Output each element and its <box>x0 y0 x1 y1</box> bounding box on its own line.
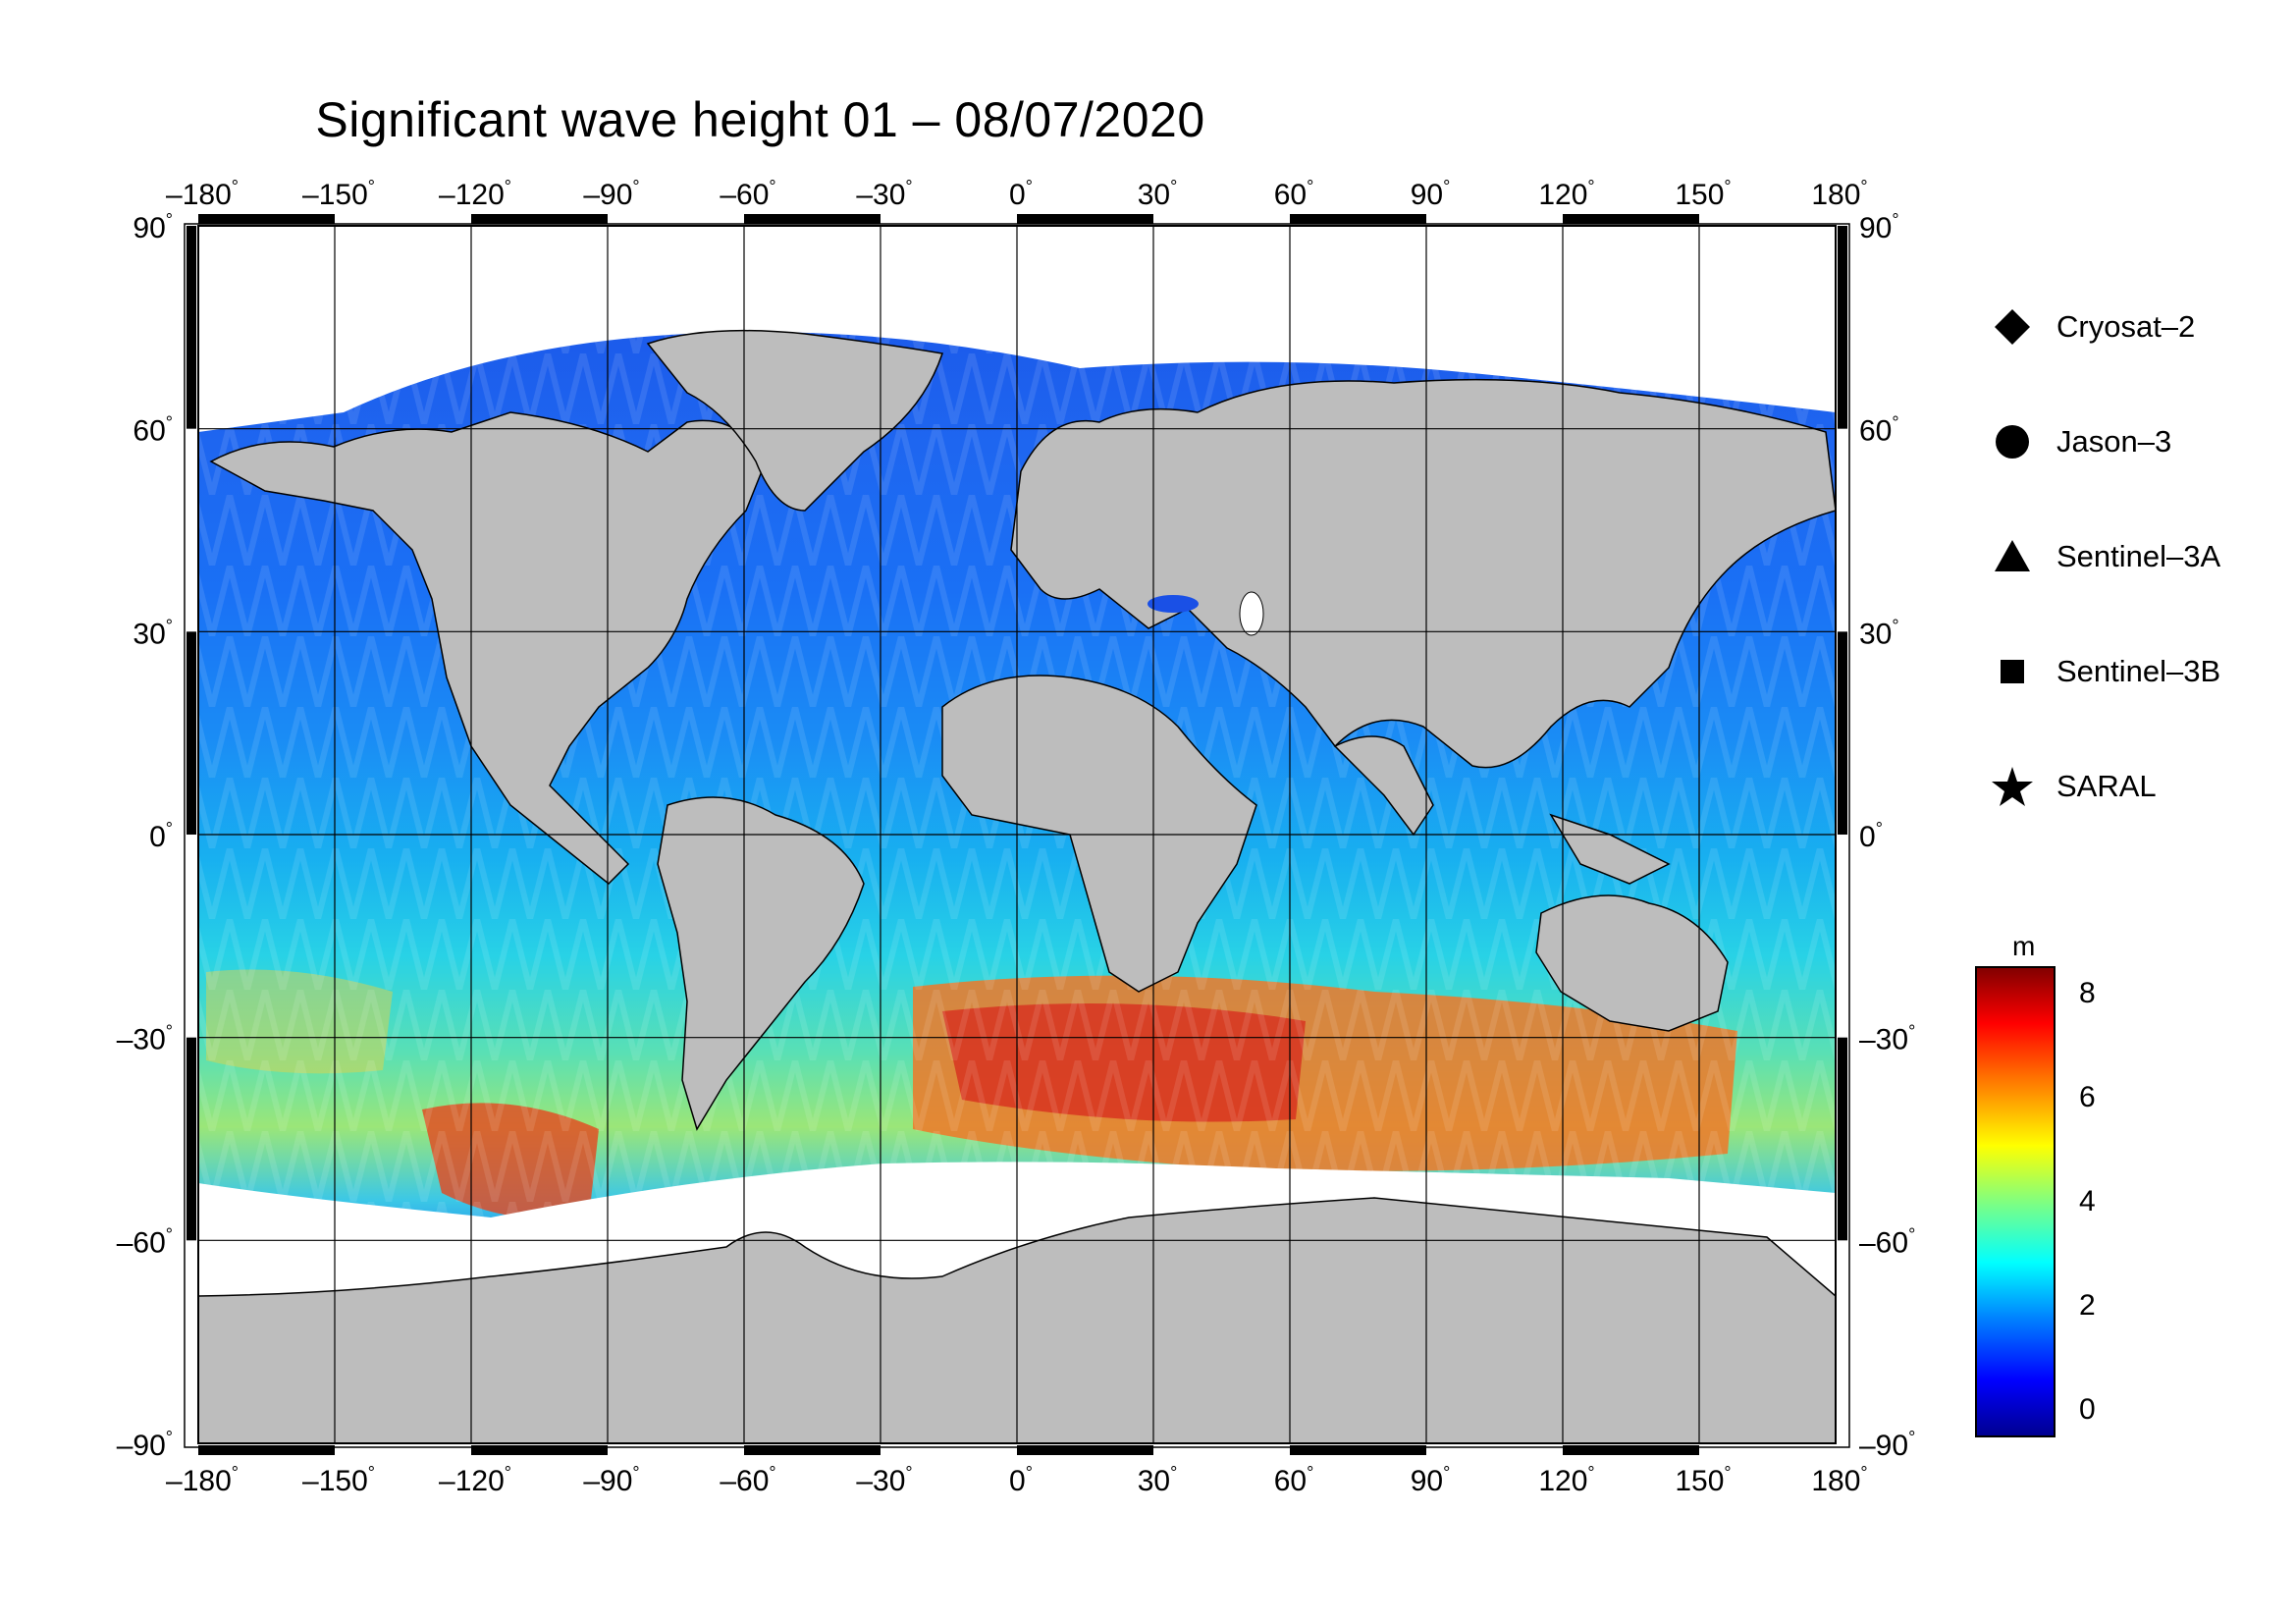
x-tick-label: –150° <box>302 1463 375 1497</box>
x-tick-label: –120° <box>439 1463 511 1497</box>
southeast-asia <box>1549 813 1671 885</box>
frame-block <box>744 1445 881 1455</box>
colorbar-tick: 2 <box>2079 1289 2096 1322</box>
south-america <box>657 796 865 1131</box>
frame-block <box>1017 1445 1153 1455</box>
y-tick-label: –30° <box>1859 1022 1915 1056</box>
square-icon <box>1988 647 2037 696</box>
x-tick-label: 30° <box>1138 177 1178 211</box>
north-america <box>209 411 767 886</box>
x-axis-bottom-ticks: –180° –150° –120° –90° –60° –30° 0° 30° 60° 90° 12… <box>166 1463 1868 1497</box>
frame-block <box>1017 214 1153 224</box>
x-tick-label: –120° <box>439 177 511 211</box>
x-tick-label: 0° <box>1009 1463 1033 1497</box>
caspian-sea <box>1239 591 1264 636</box>
frame-block <box>187 226 196 429</box>
black-sea <box>1148 595 1199 613</box>
legend-label: Sentinel–3A <box>2056 539 2221 573</box>
colorbar <box>1975 966 2056 1437</box>
legend-item-jason: Jason–3 <box>1988 417 2171 466</box>
y-tick-label: 60° <box>1859 413 1899 448</box>
y-tick-label: –90° <box>1859 1428 1915 1462</box>
y-tick-label: 30° <box>1859 616 1899 650</box>
frame-block <box>1290 1445 1426 1455</box>
legend-label: Sentinel–3B <box>2056 654 2221 688</box>
legend-label: SARAL <box>2056 769 2157 803</box>
frame-border-blocks <box>187 214 1847 1455</box>
y-tick-label: 90° <box>133 210 173 244</box>
y-tick-label: –60° <box>1859 1224 1915 1259</box>
x-tick-label: 90° <box>1411 1463 1451 1497</box>
colorbar-tick: 4 <box>2079 1185 2096 1217</box>
x-tick-label: 120° <box>1538 1463 1594 1497</box>
x-tick-label: 120° <box>1538 177 1594 211</box>
y-tick-label: –30° <box>117 1022 173 1056</box>
legend-item-cryosat: Cryosat–2 <box>1988 302 2195 352</box>
x-tick-label: 0° <box>1009 177 1033 211</box>
frame-block <box>1838 1037 1847 1241</box>
frame-block <box>1290 214 1426 224</box>
greenland <box>646 329 943 512</box>
y-tick-label: 90° <box>1859 210 1899 244</box>
frame-block <box>187 631 196 835</box>
frame-block <box>198 1445 335 1455</box>
diamond-icon <box>1988 302 2037 352</box>
map-title: Significant wave height 01 – 08/07/2020 <box>315 92 1205 147</box>
x-tick-label: –60° <box>720 177 775 211</box>
legend-item-sentinel-3a: Sentinel–3A <box>1988 532 2220 581</box>
frame-block <box>198 214 335 224</box>
frame-block <box>187 1037 196 1241</box>
x-tick-label: 60° <box>1274 1463 1314 1497</box>
frame-block <box>1838 631 1847 835</box>
frame-block <box>1838 226 1847 429</box>
frame-block <box>471 1445 608 1455</box>
legend-label: Cryosat–2 <box>2056 309 2196 344</box>
legend-item-saral: SARAL <box>1988 762 2157 811</box>
y-tick-label: 60° <box>133 413 173 448</box>
x-tick-label: –150° <box>302 177 375 211</box>
x-tick-label: 180° <box>1811 1463 1867 1497</box>
triangle-icon <box>1988 532 2037 581</box>
y-tick-label: 30° <box>133 616 173 650</box>
legend-item-sentinel-3b: Sentinel–3B <box>1988 647 2220 696</box>
y-axis-left-ticks: 90° 60° 30° 0° –30° –60° –90° <box>117 210 173 1462</box>
x-tick-label: –180° <box>166 1463 239 1497</box>
circle-icon <box>1988 417 2037 466</box>
x-tick-label: 30° <box>1138 1463 1178 1497</box>
x-tick-label: –180° <box>166 177 239 211</box>
frame-block <box>471 214 608 224</box>
frame-block <box>1563 214 1699 224</box>
y-tick-label: –90° <box>117 1428 173 1462</box>
australia <box>1535 894 1729 1032</box>
x-tick-label: 90° <box>1411 177 1451 211</box>
y-tick-label: 0° <box>149 819 173 853</box>
x-tick-label: 150° <box>1675 177 1731 211</box>
x-tick-label: –90° <box>583 1463 639 1497</box>
colorbar-tick: 8 <box>2079 977 2096 1009</box>
x-axis-top-ticks: –180° –150° –120° –90° –60° –30° 0° 30° 60° 90° 12… <box>166 177 1868 211</box>
x-tick-label: 150° <box>1675 1463 1731 1497</box>
x-tick-label: 180° <box>1811 177 1867 211</box>
y-tick-label: –60° <box>117 1224 173 1259</box>
x-tick-label: –90° <box>583 177 639 211</box>
x-tick-label: 60° <box>1274 177 1314 211</box>
x-tick-label: –60° <box>720 1463 775 1497</box>
india <box>1333 735 1434 837</box>
star-icon <box>1988 762 2037 811</box>
x-tick-label: –30° <box>856 177 912 211</box>
map-frame <box>197 225 1837 1444</box>
frame-block <box>1563 1445 1699 1455</box>
eurasia <box>1010 378 1836 769</box>
colorbar-tick: 6 <box>2079 1081 2096 1113</box>
colorbar-unit: m <box>2012 931 2036 961</box>
legend-label: Jason–3 <box>2056 424 2172 459</box>
y-axis-right-ticks: 90° 60° 30° 0° –30° –60° –90° <box>1859 210 1915 1462</box>
colorbar-tick: 0 <box>2079 1393 2096 1426</box>
x-tick-label: –30° <box>856 1463 912 1497</box>
y-tick-label: 0° <box>1859 819 1883 853</box>
frame-block <box>744 214 881 224</box>
